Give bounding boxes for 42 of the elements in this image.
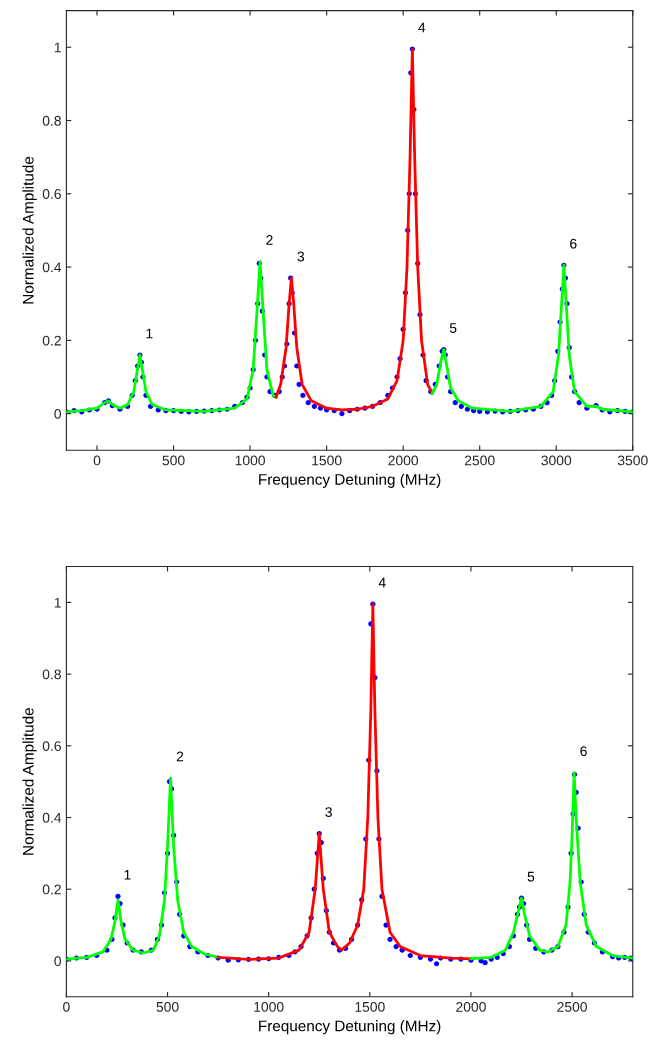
y-axis-title: Normalized Amplitude <box>22 156 37 304</box>
x-tick-label: 0 <box>93 455 101 466</box>
annotation: 2 <box>266 235 273 245</box>
y-tick-label: 0.6 <box>42 741 61 751</box>
y-tick-label: 0.4 <box>42 262 62 273</box>
y-tick-label: 0.4 <box>42 812 62 823</box>
x-tick-label: 1000 <box>235 455 265 466</box>
y-tick-label: 0.8 <box>42 115 61 126</box>
x-tick-label: 1500 <box>355 1001 385 1012</box>
y-tick-label: 0 <box>54 408 61 419</box>
x-tick-label: 1000 <box>254 1001 284 1012</box>
x-tick-label: 3500 <box>617 455 648 466</box>
x-tick-label: 2000 <box>456 1001 486 1012</box>
x-tick-label: 500 <box>156 1001 179 1012</box>
y-tick-label: 1 <box>54 42 61 53</box>
y-axis-title: Normalized Amplitude <box>22 708 37 855</box>
x-tick-label: 3000 <box>541 455 572 466</box>
annotation: 3 <box>297 251 305 262</box>
y-tick-label: 1 <box>54 597 61 608</box>
x-tick-label: 2500 <box>557 1001 587 1012</box>
annotation: 2 <box>176 751 184 762</box>
annotation: 6 <box>580 746 587 757</box>
annotation: 5 <box>527 871 535 882</box>
x-tick-label: 500 <box>162 455 185 466</box>
x-tick-label: 2500 <box>464 455 495 466</box>
annotation: 5 <box>449 323 457 333</box>
y-tick-label: 0.8 <box>42 669 61 680</box>
x-tick-label: 0 <box>63 1001 70 1012</box>
x-tick-label: 2000 <box>388 455 419 466</box>
x-axis-title: Frequency Detuning (MHz) <box>259 1020 441 1035</box>
annotation: 6 <box>570 238 577 249</box>
annotation: 4 <box>378 577 386 588</box>
y-tick-label: 0.2 <box>42 335 61 346</box>
annotation: 1 <box>124 870 131 880</box>
annotation: 1 <box>146 328 153 339</box>
y-tick-label: 0.2 <box>42 884 61 895</box>
x-tick-label: 1500 <box>312 455 342 466</box>
y-tick-label: 0.6 <box>42 189 61 199</box>
annotation: 3 <box>325 807 332 817</box>
annotation: 4 <box>418 22 426 33</box>
y-tick-label: 0 <box>54 956 61 967</box>
x-axis-title: Frequency Detuning (MHz) <box>259 473 441 488</box>
